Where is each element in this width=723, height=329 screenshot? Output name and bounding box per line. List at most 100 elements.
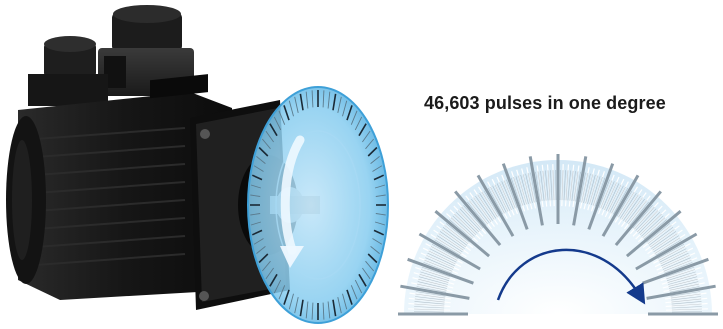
pulse-fine-tick xyxy=(437,235,463,253)
disc-tick xyxy=(354,279,363,294)
disc-tick xyxy=(305,301,309,319)
pulse-fine-tick xyxy=(545,170,549,201)
pulse-fine-tick xyxy=(671,306,702,309)
pulse-fine-tick xyxy=(413,311,445,313)
pulse-fine-tick xyxy=(459,208,481,231)
disc-tick xyxy=(250,221,262,226)
pulse-fine-tick xyxy=(414,308,445,311)
pulse-scale-fan xyxy=(404,160,712,314)
pulse-fine-tick xyxy=(671,308,702,311)
pulse-fine-tick xyxy=(661,255,690,268)
pulse-fine-tick xyxy=(669,283,699,291)
servo-motor xyxy=(6,5,389,324)
disc-tick xyxy=(251,229,263,236)
pulse-scale-diagram xyxy=(398,154,718,316)
pulse-fine-tick xyxy=(547,170,551,201)
bolt-hole xyxy=(200,129,210,139)
disc-tick xyxy=(299,93,304,111)
pulse-fine-tick xyxy=(525,173,533,203)
cooling-fins xyxy=(21,127,186,267)
pulse-fine-tick xyxy=(450,217,474,238)
pulse-fine-tick xyxy=(532,172,539,202)
disc-tick xyxy=(374,184,386,189)
disc-tick xyxy=(327,301,331,319)
disc-tick xyxy=(273,279,282,294)
pulse-fine-tick xyxy=(473,197,492,222)
pulse-fine-tick xyxy=(583,173,591,203)
pulse-fine-tick xyxy=(454,213,477,236)
pulse-fine-tick xyxy=(420,269,450,280)
disc-tick xyxy=(311,90,314,108)
pulse-fine-tick xyxy=(669,281,699,289)
pulse-fine-tick xyxy=(655,239,682,256)
pulse-fine-tick xyxy=(575,171,581,202)
encoder-disc xyxy=(247,86,389,324)
pulse-fine-tick xyxy=(665,266,695,278)
pulse-fine-tick xyxy=(662,257,691,270)
disc-tick xyxy=(294,297,299,314)
pulse-fine-tick xyxy=(661,252,689,267)
pulse-fine-tick xyxy=(631,203,651,227)
pulse-fine-tick xyxy=(416,286,447,293)
disc-tick xyxy=(375,194,386,197)
pulse-fine-tick xyxy=(581,173,589,203)
pulse-fine-tick xyxy=(627,200,647,225)
pulse-fine-tick xyxy=(626,198,645,224)
pulse-fine-tick xyxy=(490,186,505,214)
pulse-fine-tick xyxy=(508,178,520,208)
pulse-fine-tick xyxy=(427,252,455,267)
pulse-fine-tick xyxy=(567,170,571,201)
pulse-fine-tick xyxy=(435,237,462,254)
disc-tick xyxy=(332,93,337,111)
disc-tick xyxy=(337,297,342,314)
pulse-fine-tick xyxy=(527,173,535,203)
disc-tick xyxy=(311,302,314,320)
disc-tick xyxy=(251,174,263,181)
pulse-fine-tick xyxy=(477,194,495,220)
pulse-fine-tick xyxy=(600,180,613,209)
disc-tick xyxy=(283,289,290,305)
pulse-fine-tick xyxy=(670,293,701,299)
disc-tick xyxy=(367,253,378,264)
pulse-fine-tick xyxy=(561,170,564,201)
disc-tick xyxy=(253,238,264,245)
pulse-fine-tick xyxy=(422,264,452,276)
pulse-fine-tick xyxy=(518,175,527,205)
disc-tick xyxy=(278,110,286,125)
pulse-fine-tick xyxy=(444,225,469,245)
pulse-fine-tick xyxy=(520,174,529,204)
pulse-fine-tick xyxy=(426,255,455,268)
pulse-fine-tick xyxy=(650,229,675,248)
pulse-fine-tick xyxy=(658,246,686,261)
disc-tick xyxy=(261,138,271,150)
pulse-fine-tick xyxy=(503,180,516,209)
pulse-fine-tick xyxy=(479,193,497,219)
pulse-fine-tick xyxy=(447,221,471,241)
disc-tick xyxy=(253,165,264,172)
encoder-disc-ticks xyxy=(250,90,386,320)
pulse-fine-tick xyxy=(565,170,569,201)
pulse-fine-tick xyxy=(639,213,662,236)
pulse-fine-tick xyxy=(648,227,674,246)
pulse-fine-tick xyxy=(552,170,555,201)
pulse-fine-tick xyxy=(414,306,445,309)
pulse-fine-tick xyxy=(670,291,701,297)
bolt-hole xyxy=(199,291,209,301)
pulse-fine-tick xyxy=(425,257,454,270)
pulse-fine-tick xyxy=(483,190,500,217)
disc-tick xyxy=(370,156,380,164)
pulse-fine-tick xyxy=(585,174,594,204)
pulse-fine-tick xyxy=(423,262,452,274)
pulse-fine-tick xyxy=(430,246,458,261)
disc-tick xyxy=(372,238,383,245)
pulse-fine-tick xyxy=(647,225,672,245)
disc-tick xyxy=(256,246,266,254)
pulse-fine-tick xyxy=(634,206,655,230)
pulse-fine-tick xyxy=(530,172,537,203)
pulse-fine-tick xyxy=(589,175,598,205)
pulse-fine-tick xyxy=(632,205,653,229)
pulse-fine-tick xyxy=(641,215,664,237)
pulse-fine-tick xyxy=(550,170,553,201)
disc-tick xyxy=(299,299,304,317)
pulse-fine-tick xyxy=(510,177,522,207)
